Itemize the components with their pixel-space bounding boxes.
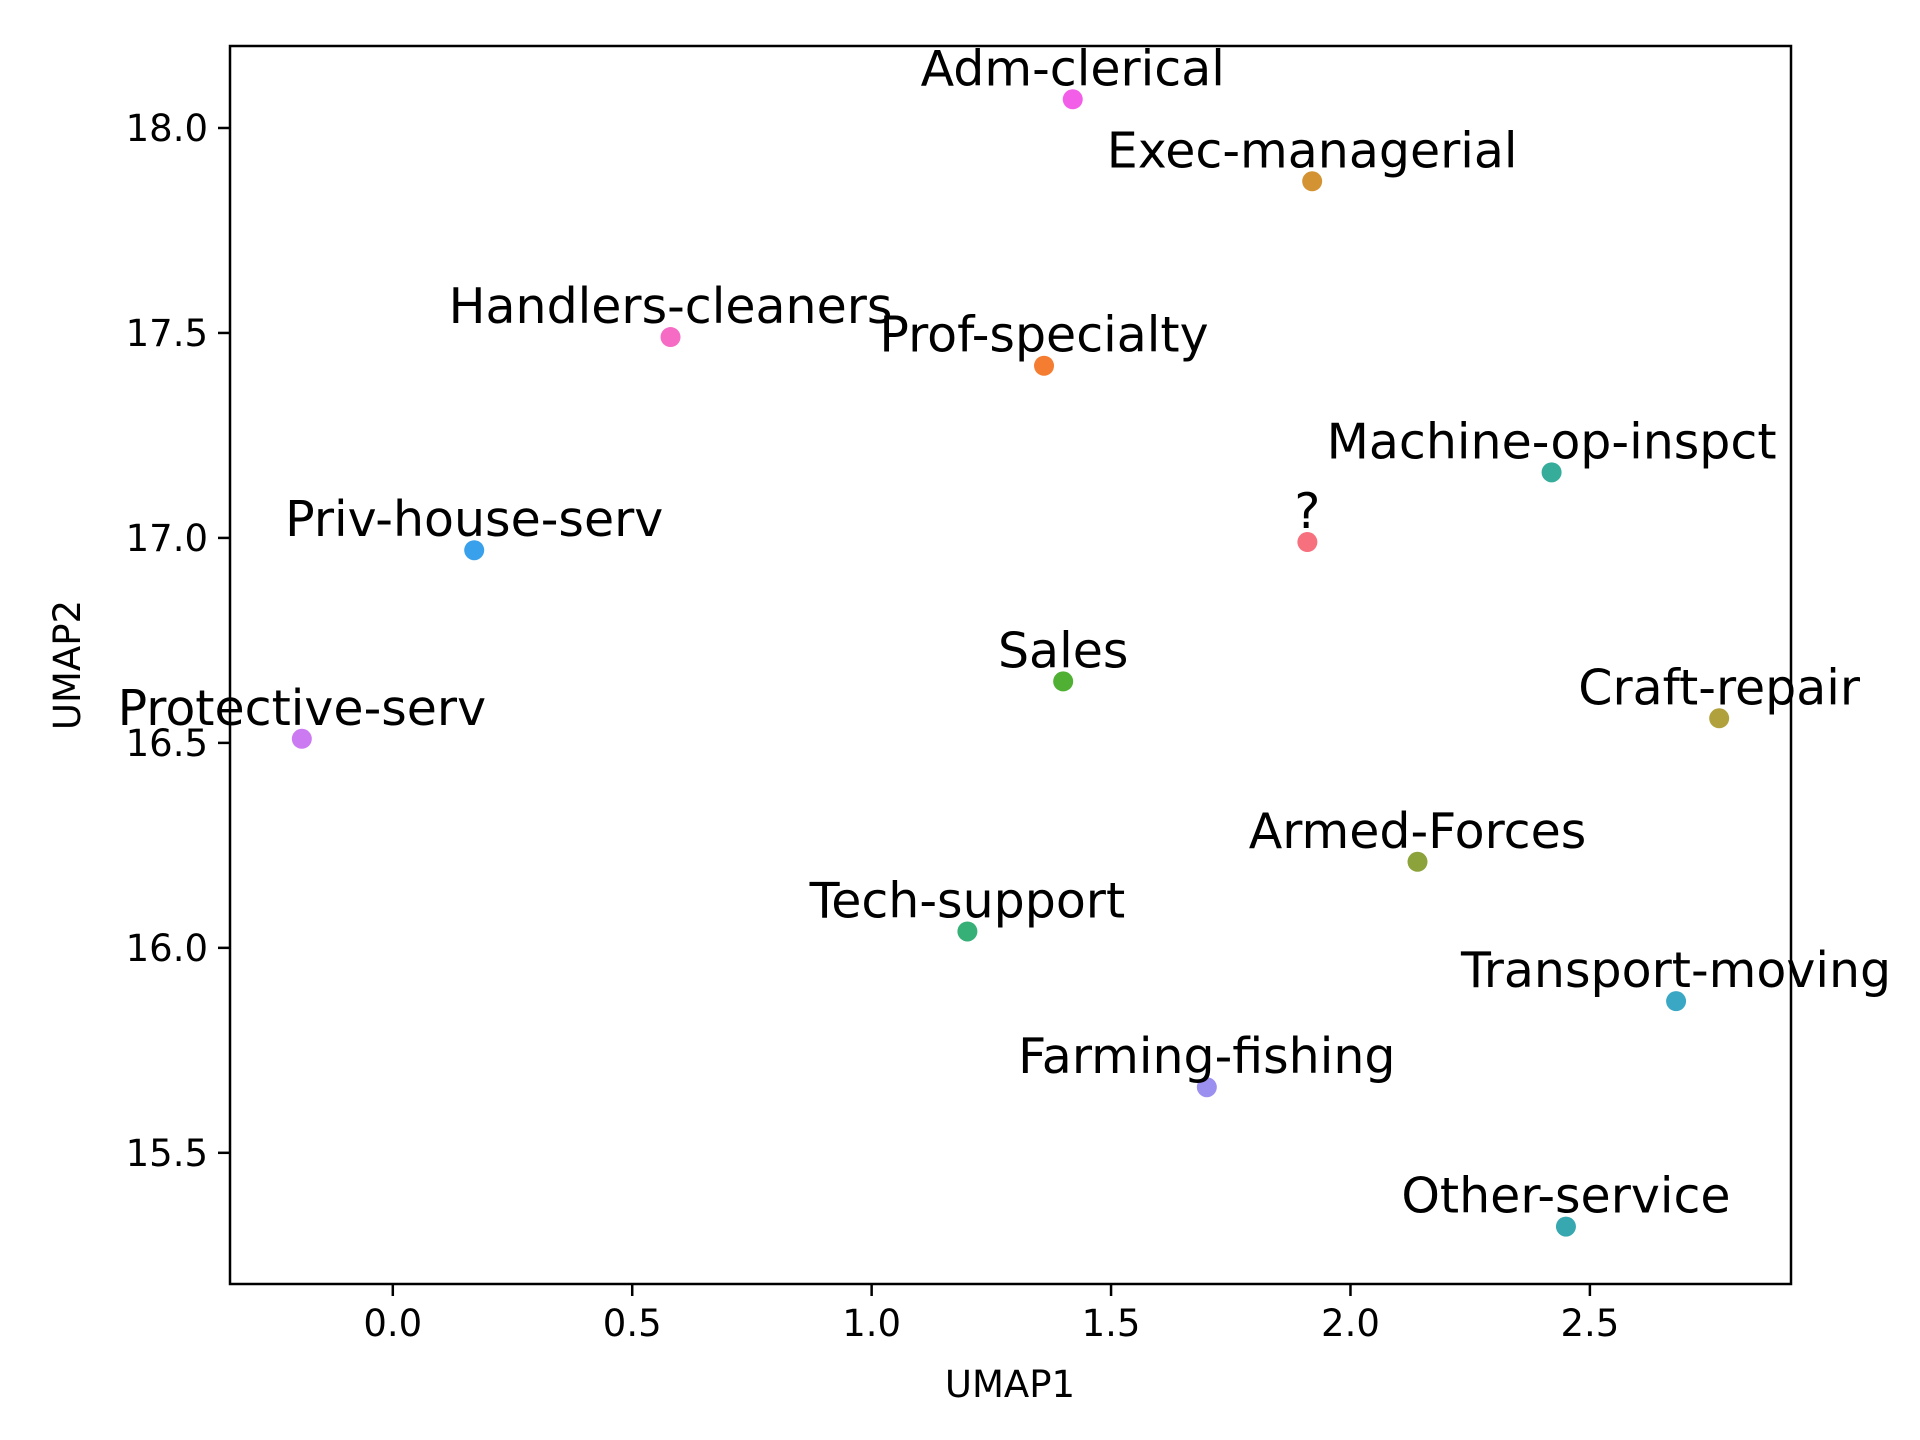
point-label: ? [1294,483,1320,540]
point-label: Sales [998,622,1128,679]
point-label: Protective-serv [118,680,487,737]
point-label: Machine-op-inspct [1327,413,1777,470]
point-label: Armed-Forces [1249,803,1587,860]
point-label: Prof-specialty [879,307,1208,364]
point-label: Farming-fishing [1018,1028,1395,1085]
point-label: Priv-house-serv [285,491,663,548]
x-tick-label: 0.0 [363,1302,422,1345]
scatter-point [1034,355,1055,376]
y-tick-label: 17.5 [126,312,208,355]
x-tick-label: 2.0 [1321,1302,1380,1345]
x-axis-title: UMAP1 [945,1363,1075,1406]
x-tick-label: 2.5 [1560,1302,1619,1345]
y-tick-label: 15.5 [126,1132,208,1175]
scatter-point [1196,1077,1217,1098]
y-tick-label: 18.0 [126,107,208,150]
y-axis-ticks: 15.5 16.0 16.5 17.0 17.5 18.0 [126,107,230,1175]
scatter-point [1297,532,1318,553]
point-label: Exec-managerial [1107,122,1518,179]
point-label: Craft-repair [1578,659,1861,716]
x-tick-label: 0.5 [603,1302,662,1345]
point-labels-layer: Adm-clerical Exec-managerial Handlers-clea… [118,40,1892,1224]
scatter-point [1053,671,1074,692]
point-label: Adm-clerical [921,40,1225,97]
x-tick-label: 1.0 [842,1302,901,1345]
scatter-point [1302,171,1323,192]
plot-frame [228,44,1793,1286]
scatter-point [291,728,312,749]
x-tick-label: 1.5 [1082,1302,1141,1345]
scatter-point [957,921,978,942]
scatter-point [1407,851,1428,872]
scatter-point [1555,1216,1576,1237]
point-label: Transport-moving [1460,942,1891,999]
scatter-point [660,327,681,348]
scatter-point [1666,991,1687,1012]
y-tick-label: 16.0 [126,927,208,970]
scatter-point [1541,462,1562,483]
point-label: Handlers-cleaners [449,278,893,335]
points-layer [291,89,1730,1237]
y-tick-label: 16.5 [126,722,208,765]
point-label: Other-service [1401,1168,1730,1225]
plot-background [230,46,1791,1284]
scatter-point [1709,708,1730,729]
y-axis-title: UMAP2 [46,600,89,730]
scatter-point [1062,89,1083,110]
point-label: Tech-support [809,872,1126,929]
scatter-point [464,540,485,561]
y-tick-label: 17.0 [126,517,208,560]
x-axis-ticks: 0.0 0.5 1.0 1.5 2.0 2.5 [363,1284,1619,1345]
